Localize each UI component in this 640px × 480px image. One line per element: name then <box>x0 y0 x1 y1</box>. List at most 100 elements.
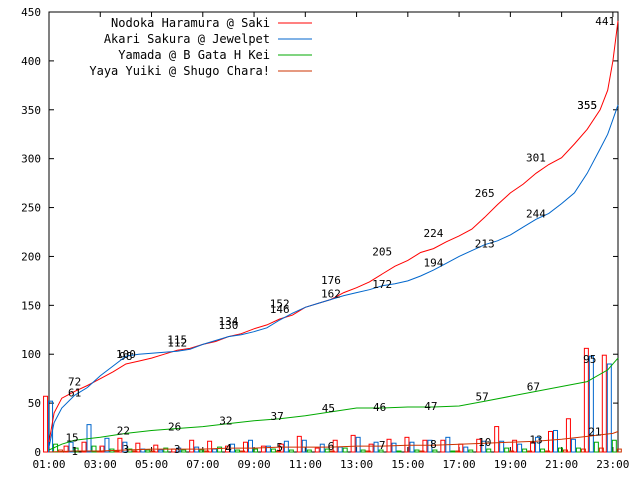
bar <box>598 447 604 453</box>
x-tick-label: 07:00 <box>186 458 219 471</box>
bar <box>355 436 361 453</box>
bar <box>252 448 258 453</box>
bar <box>580 448 586 453</box>
bar <box>247 439 253 453</box>
bar <box>91 445 97 453</box>
bar <box>540 448 546 453</box>
bar <box>127 448 133 453</box>
bar <box>504 447 510 453</box>
legend-label: Nodoka Haramura @ Saki <box>111 16 270 30</box>
data-label: 100 <box>116 348 136 361</box>
data-label: 441 <box>595 15 615 28</box>
data-label: 115 <box>167 334 187 347</box>
data-label: 355 <box>577 99 597 112</box>
bar <box>583 347 589 453</box>
data-label: 301 <box>526 152 546 165</box>
x-tick-label: 09:00 <box>237 458 270 471</box>
x-tick-label: 11:00 <box>289 458 322 471</box>
data-label: 355 <box>577 99 597 112</box>
data-label: 22 <box>117 424 130 437</box>
bar <box>314 447 320 453</box>
bar <box>189 439 195 453</box>
bar <box>270 448 276 453</box>
x-tick-label: 05:00 <box>135 458 168 471</box>
bar <box>319 443 325 453</box>
data-label: 67 <box>527 380 540 393</box>
bar <box>217 446 223 453</box>
bar <box>81 441 87 453</box>
bar <box>337 446 343 453</box>
bar <box>440 439 446 453</box>
bar <box>43 395 49 453</box>
x-tick-label: 13:00 <box>340 458 373 471</box>
x-tick-label: 19:00 <box>494 458 527 471</box>
bar <box>517 443 523 453</box>
bar <box>606 363 612 453</box>
y-tick-label: 50 <box>28 397 41 410</box>
data-label: 1 <box>71 445 78 458</box>
legend-label: Yaya Yuiki @ Shugo Chara! <box>89 64 270 78</box>
data-label: 112 <box>167 336 187 349</box>
bar <box>63 445 69 453</box>
bar <box>373 441 379 453</box>
bar <box>207 440 213 453</box>
bar <box>288 449 294 453</box>
bar <box>378 449 384 453</box>
bar <box>530 441 536 453</box>
data-label: 26 <box>168 421 181 434</box>
data-label: 146 <box>270 303 290 316</box>
data-label: 194 <box>424 256 444 269</box>
bar <box>593 441 599 453</box>
data-label: 47 <box>424 400 437 413</box>
data-label: 176 <box>321 274 341 287</box>
data-label: 15 <box>65 431 78 444</box>
bar <box>575 447 581 453</box>
bar <box>481 440 487 453</box>
data-label: 6 <box>328 440 335 453</box>
data-label: 10 <box>478 436 491 449</box>
bar <box>565 418 571 453</box>
x-tick-label: 23:00 <box>596 458 629 471</box>
data-label: 265 <box>475 187 495 200</box>
bar <box>463 446 469 453</box>
y-tick-label: 100 <box>21 348 41 361</box>
bar <box>212 448 218 453</box>
bar <box>153 444 159 453</box>
data-label: 205 <box>372 246 392 259</box>
bar <box>562 449 568 453</box>
x-tick-label: 01:00 <box>32 458 65 471</box>
y-tick-label: 250 <box>21 202 41 215</box>
data-label: 3 <box>174 443 181 456</box>
data-label: 244 <box>526 207 546 220</box>
x-tick-label: 15:00 <box>391 458 424 471</box>
bar <box>588 355 594 453</box>
bar <box>99 445 105 453</box>
bar <box>342 447 348 453</box>
bar <box>547 430 553 453</box>
series-line <box>48 357 619 451</box>
y-tick-label: 0 <box>34 446 41 459</box>
bar <box>265 445 271 453</box>
bar <box>235 449 241 453</box>
bar <box>260 445 266 453</box>
data-label: 172 <box>372 278 392 291</box>
bar <box>616 448 622 453</box>
bar <box>557 447 563 453</box>
bar <box>535 436 541 453</box>
bar <box>199 449 205 453</box>
bar <box>432 449 438 453</box>
bar <box>301 439 307 453</box>
data-label: 95 <box>583 353 596 366</box>
bar <box>104 437 110 453</box>
legend-label: Yamada @ B Gata H Kei <box>118 48 270 62</box>
bar <box>427 439 433 453</box>
y-tick-label: 350 <box>21 104 41 117</box>
bar <box>163 447 169 453</box>
series-line <box>48 104 619 448</box>
bar <box>512 439 518 453</box>
y-tick-label: 450 <box>21 6 41 19</box>
y-tick-label: 400 <box>21 55 41 68</box>
data-label: 45 <box>322 402 335 415</box>
